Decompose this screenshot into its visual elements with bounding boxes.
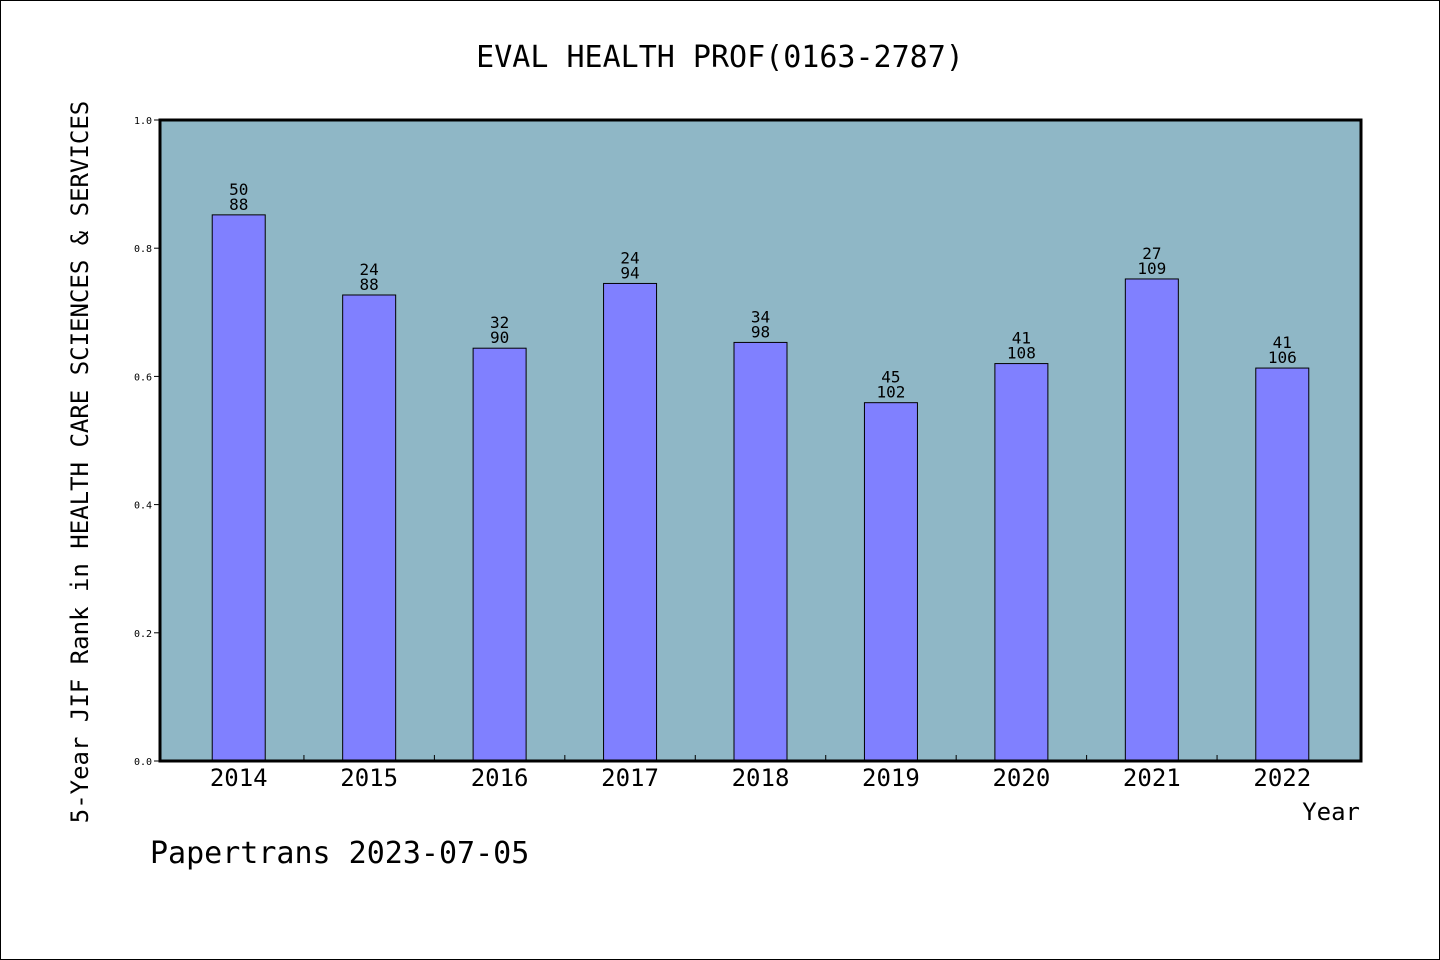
- y-tick-label: 0.0: [134, 757, 152, 768]
- y-tick-label: 0.8: [134, 244, 152, 255]
- x-tick-label-2014: 2014: [210, 764, 268, 792]
- y-tick-label: 0.2: [134, 629, 152, 640]
- x-tick-label-2018: 2018: [732, 764, 790, 792]
- bar-label-total-2020: 108: [1007, 344, 1036, 363]
- bar-label-rank-2020: 41: [1012, 329, 1031, 348]
- bar-label-total-2016: 90: [490, 328, 509, 347]
- bar-2017: [603, 282, 658, 762]
- bar-label-rank-2016: 32: [490, 313, 509, 332]
- bar-label-total-2021: 109: [1137, 259, 1166, 278]
- bar-label-rank-2022: 41: [1273, 333, 1292, 352]
- x-tick-label-2015: 2015: [340, 764, 398, 792]
- x-axis-label: Year: [1302, 798, 1360, 826]
- y-axis-label: 5-Year JIF Rank in HEALTH CARE SCIENCES …: [66, 101, 94, 823]
- bar-2018: [733, 341, 788, 762]
- bar-label-rank-2019: 45: [881, 368, 900, 387]
- bar-label-rank-2014: 50: [229, 180, 248, 199]
- x-tick-label-2020: 2020: [992, 764, 1050, 792]
- y-tick-label: 1.0: [134, 116, 152, 127]
- x-tick-label-2021: 2021: [1123, 764, 1181, 792]
- x-tick-label-2019: 2019: [862, 764, 920, 792]
- x-tick-label-2016: 2016: [471, 764, 529, 792]
- bar-label-rank-2017: 24: [620, 248, 639, 267]
- bar-2022: [1255, 367, 1310, 762]
- bar-label-rank-2018: 34: [751, 307, 770, 326]
- bar-2021: [1124, 278, 1179, 762]
- bar-label-total-2015: 88: [360, 275, 379, 294]
- bar-2016: [472, 347, 527, 762]
- x-tick-label-2017: 2017: [601, 764, 659, 792]
- bar-label-total-2022: 106: [1268, 348, 1297, 367]
- bar-2014: [211, 214, 266, 762]
- bar-label-rank-2021: 27: [1142, 244, 1161, 263]
- bar-label-total-2019: 102: [876, 383, 905, 402]
- bar-2019: [863, 402, 918, 762]
- y-tick-label: 0.6: [134, 372, 152, 383]
- x-axis: 2014 2015 2016 2017 2018 2019 2020 2021 2022: [210, 755, 1311, 792]
- y-tick-label: 0.4: [134, 501, 152, 512]
- bar-label-total-2014: 88: [229, 195, 248, 214]
- x-tick-label-2022: 2022: [1253, 764, 1311, 792]
- bars-layer: [211, 214, 1310, 762]
- bar-label-rank-2015: 24: [360, 260, 379, 279]
- y-axis: 0.0 0.2 0.4 0.6 0.8 1.0: [134, 116, 160, 768]
- footer-credit: Papertrans 2023-07-05: [150, 836, 529, 871]
- bar-2015: [342, 294, 397, 762]
- bar-2020: [994, 363, 1049, 762]
- chart-title: EVAL HEALTH PROF(0163-2787): [476, 40, 964, 75]
- bar-label-total-2017: 94: [620, 263, 639, 282]
- bar-label-total-2018: 98: [751, 322, 770, 341]
- plot-border: [158, 118, 1363, 763]
